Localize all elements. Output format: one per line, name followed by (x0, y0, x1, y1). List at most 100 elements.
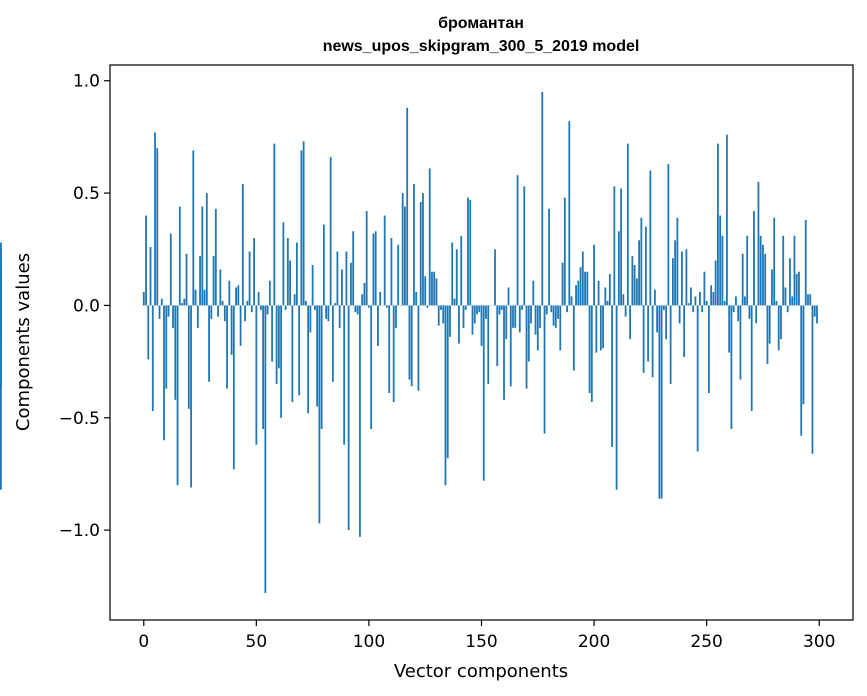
bar (372, 233, 375, 306)
bar (703, 271, 706, 306)
bar (674, 240, 677, 306)
bar (777, 305, 780, 351)
bar (379, 291, 382, 306)
bar (649, 170, 652, 306)
bar (444, 305, 447, 486)
bar (451, 242, 454, 306)
bar (498, 305, 501, 315)
bar (172, 305, 174, 328)
bar (253, 238, 255, 306)
bar (766, 305, 769, 364)
bar (318, 305, 321, 524)
bar (226, 305, 228, 389)
bar (214, 208, 217, 306)
bar (413, 184, 415, 306)
bar (545, 305, 548, 315)
bar (773, 217, 776, 306)
bar (586, 271, 589, 306)
bar (300, 150, 303, 306)
bar (719, 215, 722, 306)
bar (482, 305, 485, 481)
bar (280, 305, 283, 418)
bar (739, 305, 742, 380)
bar (331, 305, 334, 382)
bar (334, 303, 337, 306)
bar (271, 305, 274, 362)
bar (377, 305, 379, 346)
x-tick-label: 100 (353, 632, 385, 652)
bar (356, 305, 359, 315)
bar (721, 235, 724, 306)
bar (689, 287, 692, 306)
bar (606, 300, 609, 306)
bar (572, 305, 575, 371)
bar (617, 231, 620, 306)
bar (185, 253, 188, 306)
bar (503, 305, 505, 400)
bar (730, 305, 733, 430)
bar (678, 305, 681, 324)
bar (793, 235, 796, 306)
bar (289, 260, 292, 306)
bar (471, 305, 474, 335)
bar (550, 305, 553, 313)
bar (708, 305, 710, 394)
bar (273, 143, 276, 306)
bar (363, 282, 366, 306)
bar (795, 273, 798, 306)
bar (698, 291, 701, 306)
bar (653, 289, 656, 306)
bar (615, 305, 618, 490)
bar (239, 305, 242, 346)
bar (685, 249, 688, 306)
bar (422, 193, 424, 306)
bar (392, 305, 395, 403)
bar (626, 143, 629, 306)
bar (0, 271, 2, 306)
bar (789, 258, 791, 306)
bar (476, 305, 478, 315)
bar (633, 264, 636, 306)
bar (746, 235, 749, 306)
bar (210, 305, 213, 319)
bar (169, 233, 172, 306)
bar (174, 305, 177, 400)
bar (404, 206, 406, 306)
bar (768, 305, 771, 344)
bar (145, 215, 147, 306)
bar (811, 305, 814, 454)
bar (629, 305, 632, 340)
bar (160, 298, 163, 306)
bar (548, 208, 550, 306)
bar (244, 305, 246, 322)
bar (147, 305, 150, 360)
bar (187, 305, 190, 409)
bar (336, 251, 339, 306)
bar (329, 157, 332, 306)
bar (608, 273, 611, 306)
bar (620, 188, 622, 306)
bar (154, 132, 156, 306)
bar (262, 305, 265, 430)
bar (282, 222, 285, 306)
bar (327, 305, 330, 322)
bar (762, 244, 764, 306)
bar (750, 305, 753, 412)
bar (554, 305, 557, 328)
bar (514, 305, 517, 328)
bar (467, 197, 469, 306)
bar (298, 305, 301, 396)
bar (590, 305, 593, 403)
bar (383, 215, 386, 306)
bar (604, 287, 607, 306)
bar (563, 197, 566, 306)
bar (597, 280, 600, 306)
bar (142, 291, 145, 306)
bar (268, 280, 271, 306)
bar (696, 305, 699, 452)
bar (307, 305, 310, 414)
y-tick-label: −0.5 (59, 409, 100, 429)
bar (644, 226, 647, 306)
bar (712, 291, 715, 306)
y-tick-label: −1.0 (59, 521, 100, 541)
